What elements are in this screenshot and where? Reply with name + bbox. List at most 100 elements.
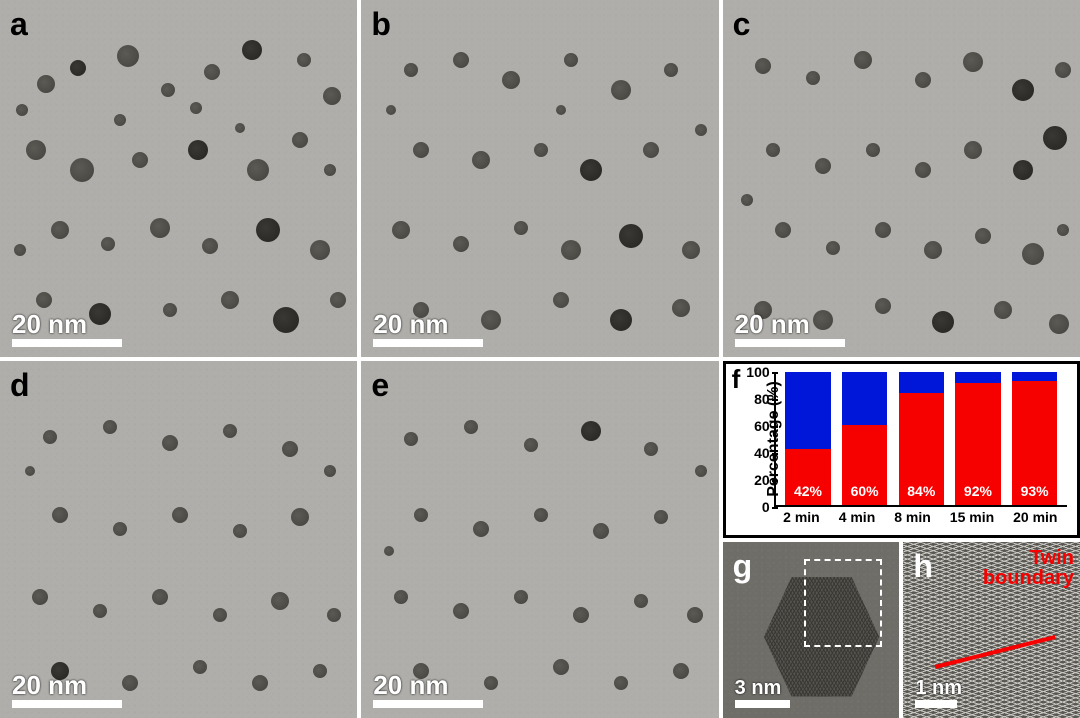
tem-particle bbox=[741, 194, 753, 206]
chart-bars: 42%60%84%92%93% bbox=[776, 372, 1067, 505]
tem-particle bbox=[524, 438, 538, 452]
scale-text-e: 20 nm bbox=[373, 672, 483, 698]
panel-label-e: e bbox=[371, 367, 389, 404]
tem-particle bbox=[394, 590, 408, 604]
chart-bar-seg-red: 93% bbox=[1012, 381, 1057, 504]
scale-d: 20 nm bbox=[12, 672, 122, 708]
tem-particle bbox=[514, 590, 528, 604]
scale-text-b: 20 nm bbox=[373, 311, 483, 337]
panel-label-g: g bbox=[733, 548, 753, 585]
chart-ytick: 40 bbox=[754, 445, 770, 461]
tem-particle bbox=[664, 63, 678, 77]
tem-particle bbox=[695, 124, 707, 136]
tem-particle bbox=[775, 222, 791, 238]
chart-bar: 60% bbox=[842, 372, 887, 505]
chart-ytick: 100 bbox=[746, 364, 769, 380]
tem-particle bbox=[223, 424, 237, 438]
tem-particle bbox=[815, 158, 831, 174]
tem-particle bbox=[327, 608, 341, 622]
tem-particle bbox=[553, 292, 569, 308]
scale-e: 20 nm bbox=[373, 672, 483, 708]
panel-g-hrtem: g 3 nm bbox=[723, 542, 900, 718]
tem-particle bbox=[193, 660, 207, 674]
tem-particle bbox=[644, 442, 658, 456]
tem-particle bbox=[26, 140, 46, 160]
chart-xlabel: 4 min bbox=[839, 509, 876, 525]
twin-boundary-text: Twinboundary bbox=[983, 547, 1074, 589]
tem-particle bbox=[32, 589, 48, 605]
tem-particle bbox=[14, 244, 26, 256]
tem-particle bbox=[453, 236, 469, 252]
tem-particle bbox=[16, 104, 28, 116]
chart-bar-seg-blue bbox=[1012, 372, 1057, 381]
tem-particle bbox=[235, 123, 245, 133]
panel-f-chart: f Percentage (%) 020406080100 42%60%84%9… bbox=[723, 361, 1080, 538]
chart-bar: 93% bbox=[1012, 372, 1057, 505]
twin-boundary-label: Twinboundary bbox=[983, 548, 1074, 588]
tem-particle bbox=[464, 420, 478, 434]
tem-particle bbox=[964, 141, 982, 159]
tem-particle bbox=[453, 603, 469, 619]
panel-label-b: b bbox=[371, 6, 391, 43]
tem-particle bbox=[330, 292, 346, 308]
tem-particle bbox=[514, 221, 528, 235]
tem-particle bbox=[242, 40, 262, 60]
tem-particle bbox=[114, 114, 126, 126]
tem-particle bbox=[43, 430, 57, 444]
panel-label-d: d bbox=[10, 367, 30, 404]
tem-particle bbox=[324, 164, 336, 176]
tem-particle bbox=[323, 87, 341, 105]
tem-particle bbox=[1057, 224, 1069, 236]
panel-label-c: c bbox=[733, 6, 751, 43]
tem-particle bbox=[975, 228, 991, 244]
tem-particle bbox=[117, 45, 139, 67]
tem-particle bbox=[297, 53, 311, 67]
tem-particle bbox=[472, 151, 490, 169]
scale-bar-a bbox=[12, 339, 122, 347]
figure-grid: a 20 nm b 20 nm c 20 nm d 20 nm e bbox=[0, 0, 1080, 718]
tem-particle bbox=[619, 224, 643, 248]
tem-particle bbox=[672, 299, 690, 317]
tem-particle bbox=[687, 607, 703, 623]
tem-particle bbox=[202, 238, 218, 254]
tem-particle bbox=[854, 51, 872, 69]
tem-particle bbox=[273, 307, 299, 333]
tem-particle bbox=[93, 604, 107, 618]
tem-particle bbox=[682, 241, 700, 259]
scale-c: 20 nm bbox=[735, 311, 845, 347]
tem-particle bbox=[643, 142, 659, 158]
chart-xlabel: 15 min bbox=[950, 509, 994, 525]
scale-b: 20 nm bbox=[373, 311, 483, 347]
panel-b-tem: b 20 nm bbox=[361, 0, 718, 357]
tem-particle bbox=[673, 663, 689, 679]
chart-ytick: 0 bbox=[762, 499, 770, 515]
chart-ytick: 80 bbox=[754, 391, 770, 407]
scale-g: 3 nm bbox=[735, 678, 790, 708]
tem-particle bbox=[755, 58, 771, 74]
chart-xlabels: 2 min4 min8 min15 min20 min bbox=[774, 509, 1067, 531]
chart-xlabel: 20 min bbox=[1013, 509, 1057, 525]
chart-bar-pct-label: 92% bbox=[955, 483, 1000, 499]
scale-bar-h bbox=[915, 700, 957, 708]
tem-particle bbox=[247, 159, 269, 181]
scale-bar-c bbox=[735, 339, 845, 347]
tem-particle bbox=[101, 237, 115, 251]
panel-h-hrtem: Twinboundary h 1 nm bbox=[903, 542, 1080, 718]
tem-particle bbox=[132, 152, 148, 168]
scale-bar-b bbox=[373, 339, 483, 347]
tem-particle bbox=[291, 508, 309, 526]
panel-label-f: f bbox=[732, 364, 741, 395]
tem-particle bbox=[963, 52, 983, 72]
scale-text-d: 20 nm bbox=[12, 672, 122, 698]
panel-d-tem: d 20 nm bbox=[0, 361, 357, 718]
tem-particle bbox=[233, 524, 247, 538]
chart-bar-seg-red: 42% bbox=[785, 449, 830, 505]
tem-particle bbox=[163, 303, 177, 317]
chart-bar-pct-label: 42% bbox=[785, 483, 830, 499]
tem-particle bbox=[564, 53, 578, 67]
tem-particle bbox=[481, 310, 501, 330]
tem-particle bbox=[534, 143, 548, 157]
tem-particle bbox=[1022, 243, 1044, 265]
chart-bar: 42% bbox=[785, 372, 830, 505]
tem-particle bbox=[614, 676, 628, 690]
